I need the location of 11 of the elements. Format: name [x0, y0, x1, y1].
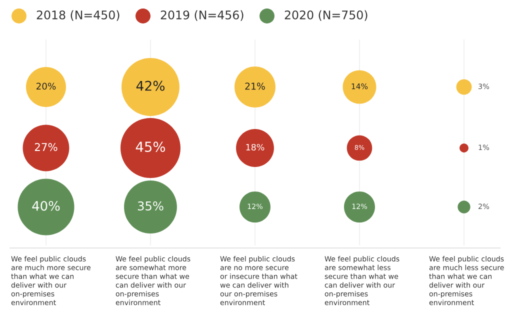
legend-label: 2020 (N=750)	[284, 10, 368, 21]
data-label: 27%	[34, 143, 58, 152]
data-label: 20%	[36, 82, 56, 90]
data-label: 35%	[138, 201, 164, 211]
legend-label: 2019 (N=456)	[160, 10, 244, 21]
data-label: 45%	[136, 142, 166, 152]
data-label: 42%	[136, 80, 165, 91]
legend-label: 2018 (N=450)	[36, 10, 120, 21]
data-label: 21%	[245, 82, 265, 90]
data-label: 40%	[32, 200, 60, 211]
data-label: 18%	[246, 144, 264, 151]
